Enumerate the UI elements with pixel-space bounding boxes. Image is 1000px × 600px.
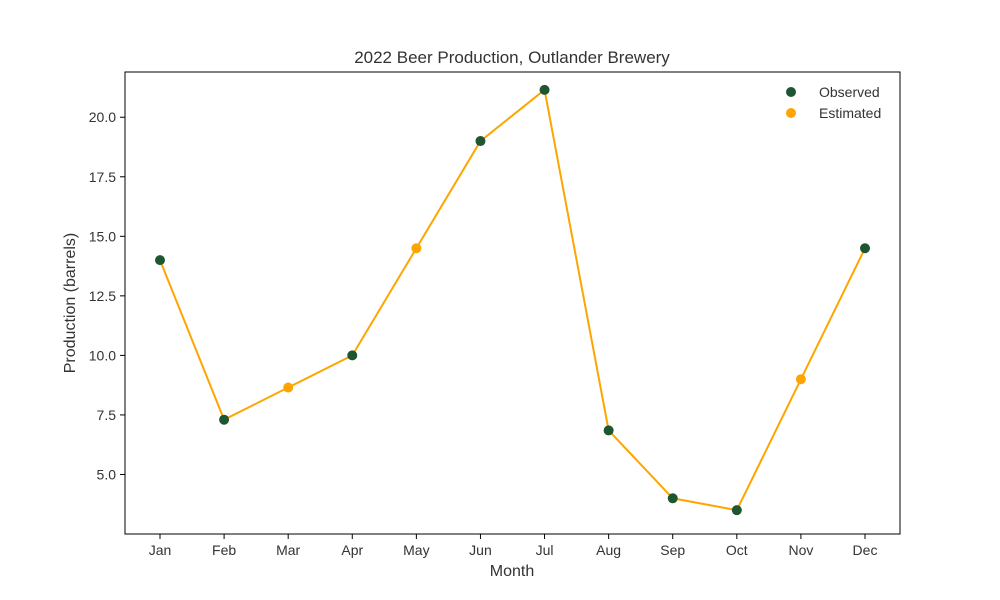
y-axis-label: Production (barrels) [62,233,79,374]
x-axis: Jan Feb Mar Apr May Jun Jul Aug Sep Oct Nov Dec [149,534,878,558]
y-tick-label: 17.5 [89,169,116,185]
x-tick-label: Aug [596,542,621,558]
chart-title: 2022 Beer Production, Outlander Brewery [354,48,670,67]
y-tick-label: 10.0 [89,347,116,363]
legend-marker [786,87,796,97]
y-tick-label: 15.0 [89,228,116,244]
x-tick-label: Oct [726,542,748,558]
x-tick-label: Nov [788,542,813,558]
y-tick-label: 5.0 [97,466,117,482]
y-tick-label: 7.5 [97,407,117,423]
x-tick-label: Jan [149,542,172,558]
x-tick-label: Mar [276,542,300,558]
x-tick-label: Apr [341,542,363,558]
legend-marker [786,108,796,118]
x-axis-label: Month [490,563,534,580]
x-tick-label: May [403,542,429,558]
y-axis: 5.0 7.5 10.0 12.5 15.0 17.5 20.0 [89,109,125,482]
y-tick-label: 20.0 [89,109,116,125]
data-point-observed [860,243,870,254]
data-point-observed [667,493,678,504]
data-point-observed [347,350,358,361]
x-tick-label: Sep [660,542,685,558]
x-tick-label: Feb [212,542,236,558]
data-point-observed [731,505,742,516]
x-tick-label: Dec [853,542,878,558]
data-point-observed [539,84,550,95]
legend-label: Estimated [819,105,881,121]
data-point-estimated [283,382,294,393]
data-point-observed [219,414,230,425]
x-tick-label: Jul [536,542,554,558]
series-line [159,88,866,512]
series-points [155,84,870,516]
data-point-observed [155,255,165,266]
legend: Observed Estimated [786,84,881,121]
y-tick-label: 12.5 [89,288,116,304]
data-point-estimated [795,374,806,385]
x-tick-label: Jun [469,542,492,558]
data-point-estimated [411,243,422,254]
data-point-observed [603,425,614,436]
plot-area-frame [124,71,901,535]
legend-label: Observed [819,84,880,100]
data-point-observed [475,136,486,147]
production-line [159,88,866,512]
